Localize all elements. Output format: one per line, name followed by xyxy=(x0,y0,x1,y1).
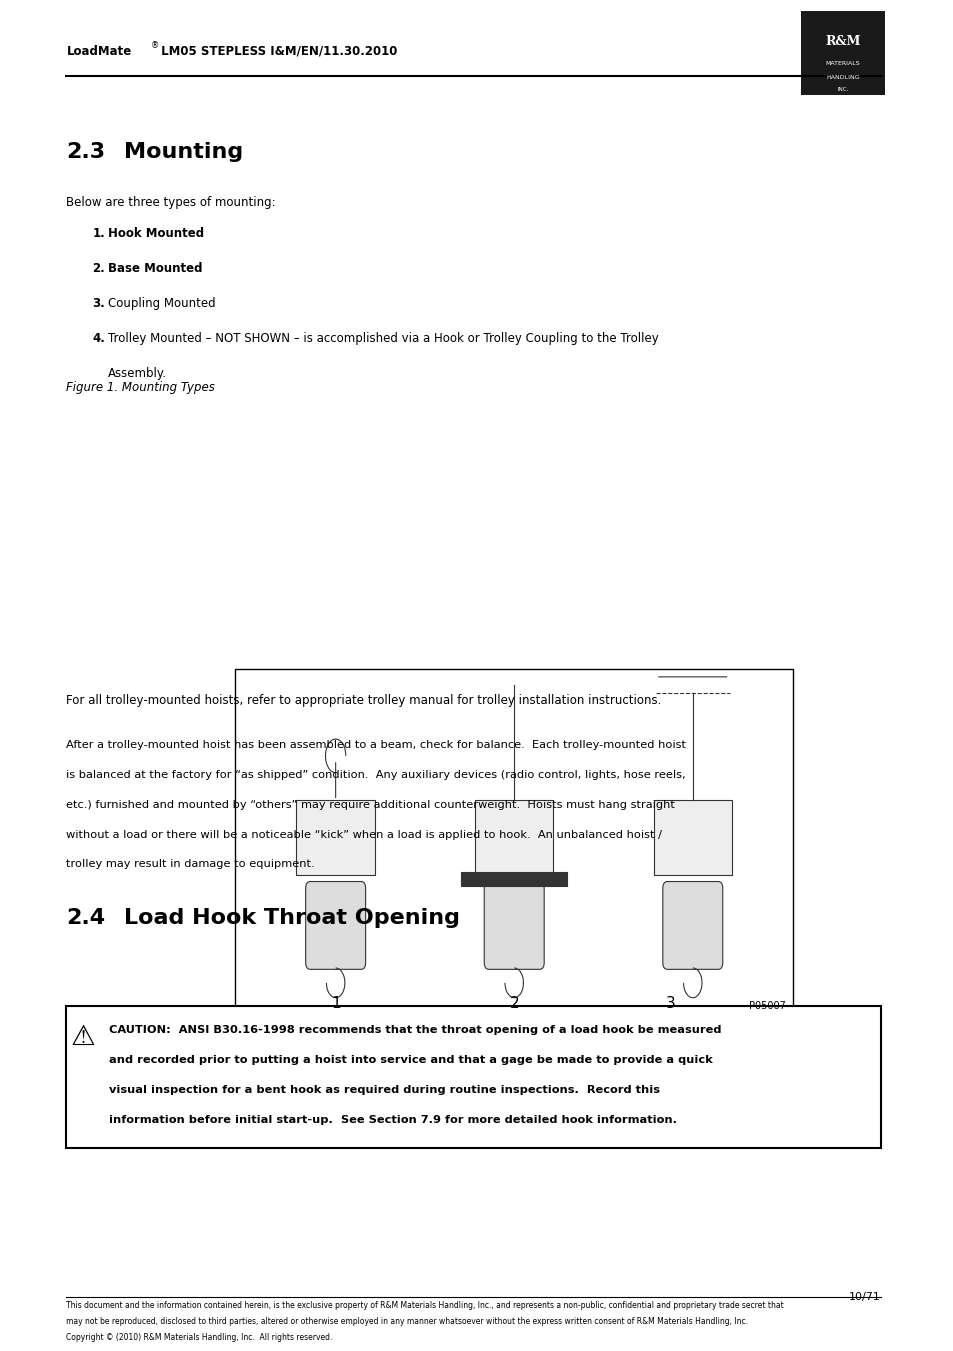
Text: HANDLING: HANDLING xyxy=(825,74,859,80)
Bar xyxy=(475,800,553,875)
FancyBboxPatch shape xyxy=(800,11,884,95)
Text: 1.: 1. xyxy=(92,227,105,240)
Text: After a trolley-mounted hoist has been assembled to a beam, check for balance.  : After a trolley-mounted hoist has been a… xyxy=(67,740,686,750)
FancyBboxPatch shape xyxy=(305,882,365,970)
Text: INC.: INC. xyxy=(837,86,848,92)
Text: 3.: 3. xyxy=(92,297,105,311)
Text: Hook Mounted: Hook Mounted xyxy=(108,227,204,240)
Text: 10/71: 10/71 xyxy=(848,1292,880,1301)
Text: Assembly.: Assembly. xyxy=(108,367,167,381)
Text: Mounting: Mounting xyxy=(124,142,243,162)
Text: R&M: R&M xyxy=(824,35,860,49)
Text: may not be reproduced, disclosed to third parties, altered or otherwise employed: may not be reproduced, disclosed to thir… xyxy=(67,1317,747,1327)
Text: 4.: 4. xyxy=(92,332,105,346)
Text: 2.: 2. xyxy=(92,262,105,276)
FancyBboxPatch shape xyxy=(484,882,543,970)
Bar xyxy=(653,800,731,875)
Text: 2.3: 2.3 xyxy=(67,142,106,162)
Text: MATERIALS: MATERIALS xyxy=(825,61,860,66)
Text: 2.4: 2.4 xyxy=(67,908,106,928)
Text: 1: 1 xyxy=(331,996,340,1011)
Bar xyxy=(296,800,375,875)
Text: Trolley Mounted – NOT SHOWN – is accomplished via a Hook or Trolley Coupling to : Trolley Mounted – NOT SHOWN – is accompl… xyxy=(108,332,658,346)
Text: Figure 1. Mounting Types: Figure 1. Mounting Types xyxy=(67,381,215,394)
Text: without a load or there will be a noticeable “kick” when a load is applied to ho: without a load or there will be a notice… xyxy=(67,830,661,839)
Text: CAUTION:  ANSI B30.16-1998 recommends that the throat opening of a load hook be : CAUTION: ANSI B30.16-1998 recommends tha… xyxy=(109,1025,720,1035)
Text: information before initial start-up.  See Section 7.9 for more detailed hook inf: information before initial start-up. See… xyxy=(109,1115,676,1124)
Text: etc.) furnished and mounted by “others” may require additional counterweight.  H: etc.) furnished and mounted by “others” … xyxy=(67,800,675,809)
FancyBboxPatch shape xyxy=(235,669,792,1027)
Text: 2: 2 xyxy=(509,996,518,1011)
Text: ⚠: ⚠ xyxy=(71,1023,95,1051)
Text: Below are three types of mounting:: Below are three types of mounting: xyxy=(67,196,275,209)
Text: For all trolley-mounted hoists, refer to appropriate trolley manual for trolley : For all trolley-mounted hoists, refer to… xyxy=(67,694,661,708)
Text: Coupling Mounted: Coupling Mounted xyxy=(108,297,215,311)
Text: visual inspection for a bent hook as required during routine inspections.  Recor: visual inspection for a bent hook as req… xyxy=(109,1085,659,1094)
Text: This document and the information contained herein, is the exclusive property of: This document and the information contai… xyxy=(67,1301,783,1310)
Text: is balanced at the factory for “as shipped” condition.  Any auxiliary devices (r: is balanced at the factory for “as shipp… xyxy=(67,770,685,780)
Text: Load Hook Throat Opening: Load Hook Throat Opening xyxy=(124,908,459,928)
Text: and recorded prior to putting a hoist into service and that a gage be made to pr: and recorded prior to putting a hoist in… xyxy=(109,1055,712,1065)
FancyBboxPatch shape xyxy=(67,1006,880,1148)
Text: trolley may result in damage to equipment.: trolley may result in damage to equipmen… xyxy=(67,859,314,869)
Text: Base Mounted: Base Mounted xyxy=(108,262,202,276)
Bar xyxy=(460,873,567,886)
Text: Copyright © (2010) R&M Materials Handling, Inc.  All rights reserved.: Copyright © (2010) R&M Materials Handlin… xyxy=(67,1333,333,1343)
Text: 3: 3 xyxy=(665,996,675,1011)
Text: LM05 STEPLESS I&M/EN/11.30.2010: LM05 STEPLESS I&M/EN/11.30.2010 xyxy=(156,45,396,58)
Text: P05007: P05007 xyxy=(748,1001,785,1011)
Text: ®: ® xyxy=(152,42,159,50)
Text: LoadMate: LoadMate xyxy=(67,45,132,58)
FancyBboxPatch shape xyxy=(662,882,722,970)
